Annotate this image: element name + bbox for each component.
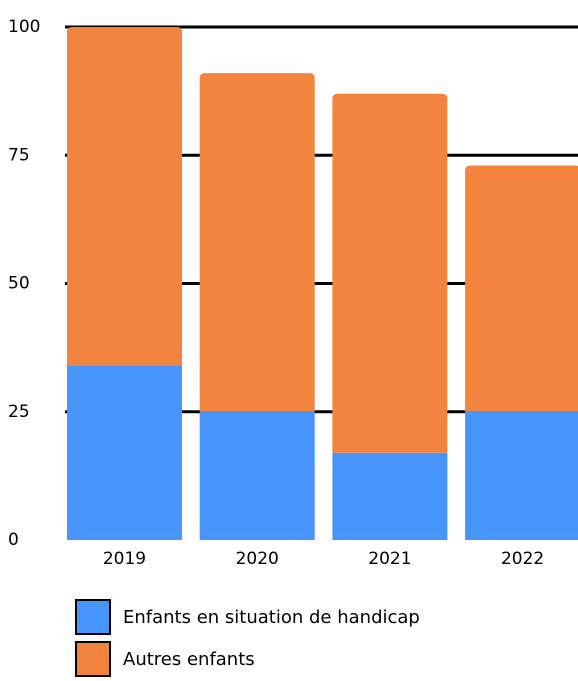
legend-item-handicap: Enfants en situation de handicap	[75, 597, 420, 637]
bars	[67, 27, 578, 540]
x-tick-label-2020: 2020	[236, 549, 279, 569]
y-tick-label: 75	[8, 145, 30, 165]
x-tick-label-2022: 2022	[501, 549, 544, 569]
y-tick-label: 0	[8, 530, 19, 550]
bar-2022-series-0	[465, 411, 578, 540]
y-axis-tick-labels: 0 25 50 75 100	[8, 17, 40, 550]
legend-item-autres: Autres enfants	[75, 639, 420, 679]
bar-2021-series-1	[332, 93, 448, 453]
y-tick-label: 50	[8, 274, 30, 294]
y-tick-label: 100	[8, 17, 40, 37]
bar-2020-series-0	[199, 411, 315, 540]
legend-label-autres: Autres enfants	[123, 648, 255, 670]
bar-2020-series-1	[199, 73, 315, 412]
stacked-bar-chart: 0 25 50 75 100 2019 2020 2021 2022	[8, 17, 578, 569]
bar-2021-series-0	[332, 452, 448, 540]
legend: Enfants en situation de handicap Autres …	[75, 597, 420, 681]
bar-2019-series-1	[67, 27, 182, 366]
legend-swatch-autres	[75, 641, 111, 677]
legend-label-handicap: Enfants en situation de handicap	[123, 606, 420, 628]
bar-2022-series-1	[465, 165, 578, 412]
bar-2019-series-0	[67, 365, 182, 540]
y-tick-label: 25	[8, 402, 30, 422]
x-axis-tick-labels: 2019 2020 2021 2022	[103, 549, 544, 569]
x-tick-label-2019: 2019	[103, 549, 146, 569]
x-tick-label-2021: 2021	[368, 549, 411, 569]
legend-swatch-handicap	[75, 599, 111, 635]
